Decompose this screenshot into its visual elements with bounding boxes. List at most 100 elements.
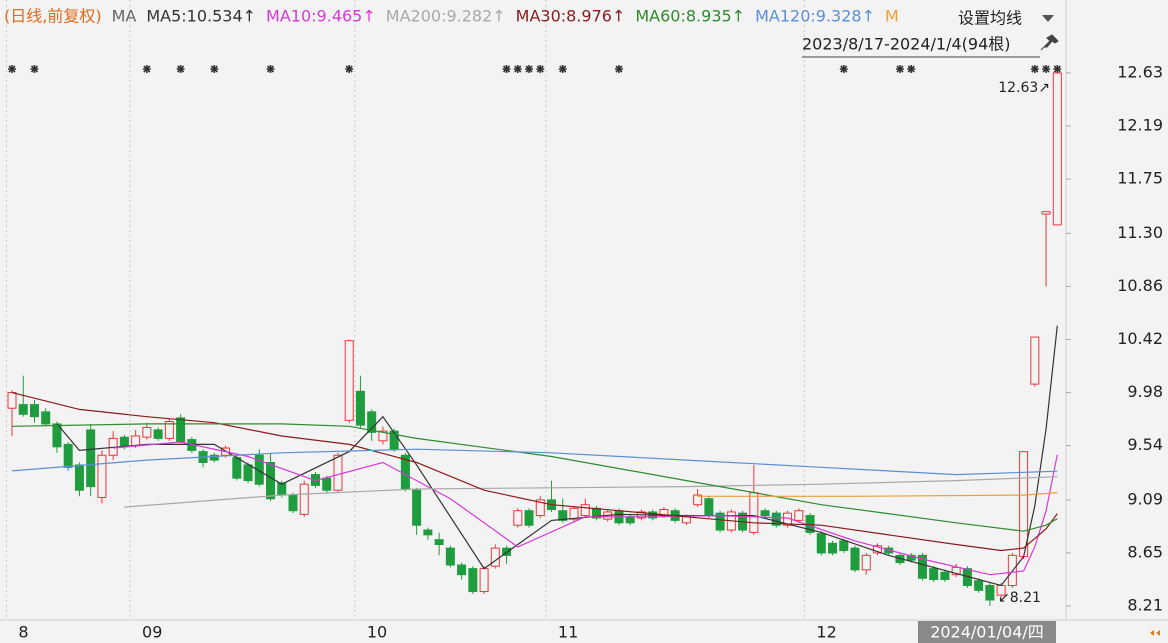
candle-body [479, 568, 489, 593]
y-tick-label: 10.42 [1117, 329, 1163, 348]
candle-body [681, 516, 691, 524]
plot: 12.63↗ ↙8.21 [5, 0, 1062, 620]
legend-ma: MA [112, 7, 137, 26]
candle-body [625, 516, 635, 524]
legend-entry: MA60:8.935↑ [635, 7, 745, 26]
event-marker [558, 65, 567, 73]
candle-body [1019, 451, 1029, 558]
ma-line [124, 476, 1058, 508]
y-tick-label: 9.98 [1127, 382, 1163, 401]
candle-body [344, 340, 354, 421]
y-tick-label: 12.63 [1117, 62, 1163, 81]
dropdown-arrow[interactable] [1042, 15, 1054, 22]
candle-body [513, 510, 523, 526]
candle-body [74, 464, 84, 491]
candle-body [794, 510, 804, 521]
ma-line [11, 423, 1058, 532]
candle-body [1030, 336, 1040, 385]
y-tick-label: 9.09 [1127, 489, 1163, 508]
y-tick-label: 9.54 [1127, 435, 1163, 454]
candle-body [243, 464, 253, 482]
candle-body [423, 529, 433, 536]
candle-body [445, 547, 455, 566]
low-label: ↙8.21 [998, 590, 1041, 606]
candle-body [524, 510, 534, 526]
candle-body [164, 420, 174, 439]
candle-body [985, 585, 995, 601]
range-label: 2023/8/17-2024/1/4(94根) [802, 35, 1011, 54]
candle-body [355, 390, 365, 426]
x-tick-label: 8 [18, 623, 28, 642]
candle-body [232, 457, 242, 479]
candle-body [929, 568, 939, 580]
candle-body [558, 510, 568, 521]
pin-icon[interactable] [1040, 34, 1059, 51]
candle-body [119, 436, 129, 448]
candle-body [906, 554, 916, 561]
candle-body [299, 483, 309, 515]
candle-body [131, 435, 141, 447]
candle-body [490, 547, 500, 567]
scroll-icon[interactable] [1150, 630, 1160, 636]
candle-body [457, 564, 467, 576]
x-tick-label: 10 [367, 623, 387, 642]
candle-body [502, 547, 512, 556]
candle-body [850, 547, 860, 571]
candle-body [535, 499, 545, 517]
candle-body [41, 411, 51, 425]
event-marker [839, 65, 848, 73]
high-label: 12.63↗ [998, 80, 1050, 96]
candle-body [816, 533, 826, 554]
candle-body [322, 477, 332, 491]
candle-body [153, 429, 163, 439]
cursor-box [918, 621, 1056, 643]
candle-body [974, 580, 984, 591]
settings-text[interactable]: 设置均线 [958, 9, 1022, 28]
event-marker [8, 65, 16, 73]
candle-body [1041, 211, 1051, 215]
event-marker [1042, 65, 1051, 73]
event-marker [176, 65, 185, 73]
candle-body [7, 392, 17, 409]
ma-line [697, 492, 1058, 497]
candle-body [378, 430, 388, 442]
legend-entry: MA200:9.282↑ [386, 7, 506, 26]
candle-body [97, 454, 107, 498]
candle-body [861, 554, 871, 571]
x-tick-label: 11 [558, 623, 578, 642]
event-marker [210, 65, 219, 73]
candle-body [176, 417, 186, 443]
candle-body [254, 454, 264, 485]
candle-body [434, 539, 444, 546]
event-marker [142, 65, 151, 73]
candle-body [760, 510, 770, 517]
event-marker [266, 65, 275, 73]
candle-body [580, 504, 590, 517]
candle-body [52, 423, 62, 448]
candle-body [29, 404, 39, 418]
candle-body [209, 454, 219, 461]
legend-entry: MA120:9.328↑ [755, 7, 875, 26]
legend-entry: MA5:10.534↑ [146, 7, 256, 26]
candle-body [715, 512, 725, 531]
event-marker [1053, 65, 1062, 73]
ma-line [11, 448, 1058, 476]
legend-entry: M [885, 7, 899, 26]
candle-body [468, 568, 478, 593]
event-marker [30, 65, 39, 73]
x-tick-label: 09 [142, 623, 162, 642]
candle-body [142, 427, 152, 438]
candle-body [333, 454, 343, 491]
y-tick-label: 12.19 [1117, 116, 1163, 135]
event-marker [513, 65, 522, 73]
legend: (日线,前复权) MA MA5:10.534↑ MA10:9.465↑ MA200:9.… [4, 7, 899, 26]
event-marker [345, 65, 354, 73]
legend-entry: MA30:8.976↑ [516, 7, 626, 26]
candle-body [86, 429, 96, 488]
candle-body [266, 461, 276, 500]
event-marker [895, 65, 904, 73]
event-marker [614, 65, 623, 73]
ma-line [56, 325, 1058, 587]
